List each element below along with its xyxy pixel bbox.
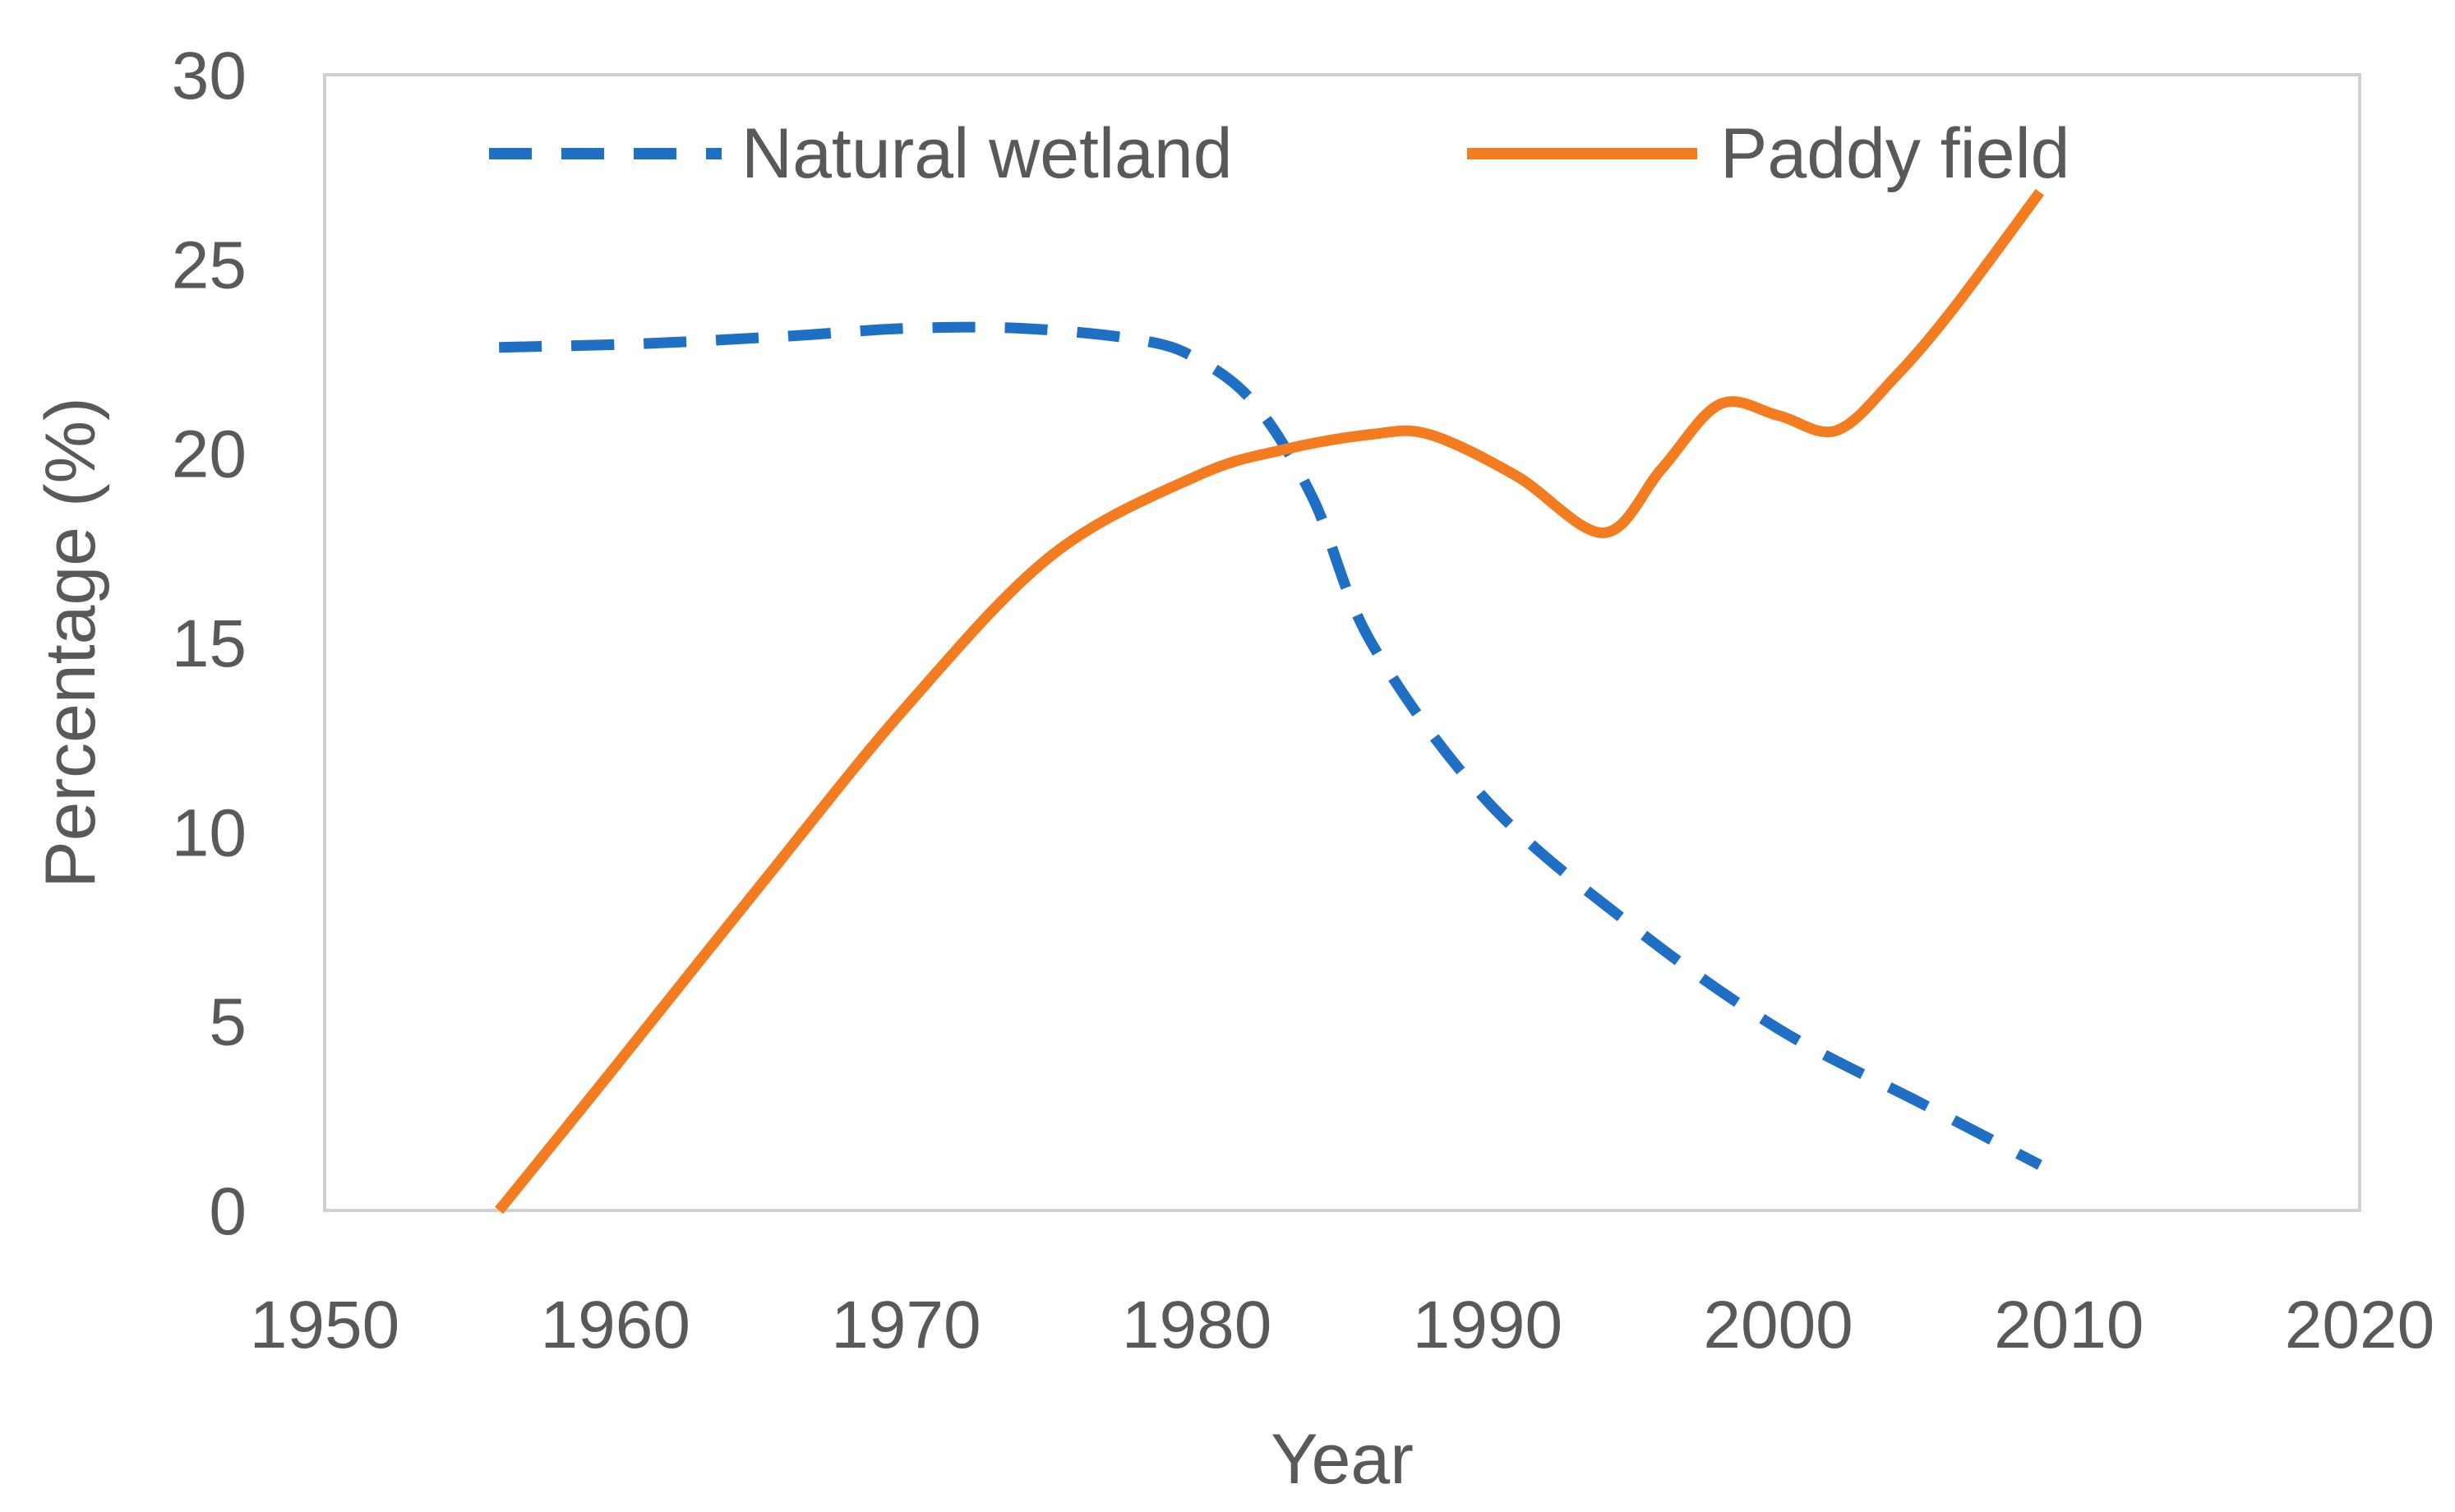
legend: Natural wetland Paddy field — [489, 114, 2070, 193]
plot-frame — [323, 73, 2361, 1212]
y-axis-title: Percentage (%) — [31, 397, 110, 888]
y-tick-label: 25 — [172, 228, 247, 302]
x-tick-label: 1960 — [541, 1288, 690, 1362]
x-tick-label: 1950 — [250, 1288, 399, 1362]
series-line-natural-wetland — [499, 321, 2042, 1170]
x-tick-label: 1990 — [1413, 1288, 1562, 1362]
x-tick-label: 2000 — [1703, 1288, 1853, 1362]
x-tick-label: 1980 — [1122, 1288, 1271, 1362]
x-axis-ticks: 1950 1960 1970 1980 1990 2000 2010 2020 — [250, 1288, 2434, 1362]
y-tick-label: 0 — [209, 1174, 247, 1249]
y-tick-label: 20 — [172, 417, 247, 492]
series-line-paddy-field — [495, 188, 2045, 1215]
y-tick-label: 10 — [172, 795, 247, 870]
x-axis-title: Year — [1271, 1420, 1414, 1499]
legend-label-natural-wetland: Natural wetland — [741, 114, 1233, 193]
plot-area — [323, 73, 2361, 1212]
y-tick-label: 30 — [172, 39, 247, 113]
x-tick-label: 2020 — [2285, 1288, 2434, 1362]
y-axis-ticks: 0 5 10 15 20 25 30 — [172, 39, 247, 1249]
series-layer — [495, 188, 2045, 1215]
x-tick-label: 1970 — [831, 1288, 981, 1362]
x-tick-label: 2010 — [1994, 1288, 2144, 1362]
y-tick-label: 15 — [172, 606, 247, 681]
legend-label-paddy-field: Paddy field — [1720, 114, 2070, 193]
y-tick-label: 5 — [209, 985, 247, 1060]
